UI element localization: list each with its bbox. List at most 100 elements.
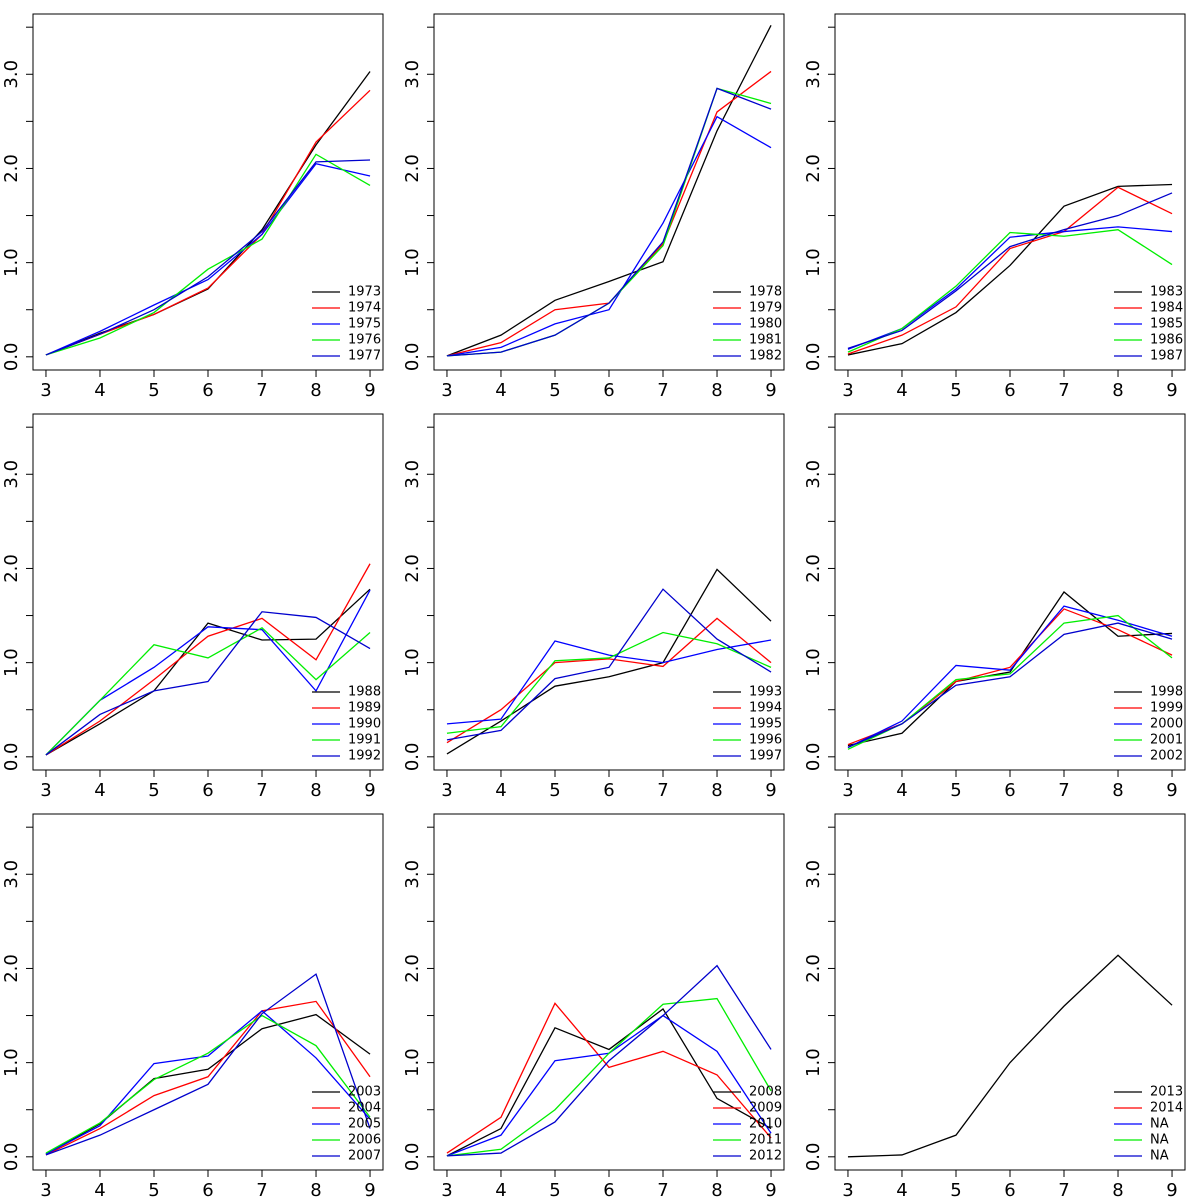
x-tick-label: 5 [148, 780, 159, 801]
y-tick-label: 0.0 [402, 342, 423, 371]
data-line [446, 588, 772, 741]
x-tick-label: 6 [202, 380, 213, 401]
x-tick-label: 3 [40, 1180, 51, 1200]
data-line [446, 639, 772, 725]
legend-label: 1979 [749, 301, 782, 316]
data-line [446, 25, 772, 357]
data-line [45, 1013, 371, 1155]
legend-label: 2003 [348, 1085, 381, 1100]
y-tick-label: 3.0 [1, 60, 22, 89]
x-tick-label: 9 [765, 1180, 776, 1200]
legend-label: 1988 [348, 685, 381, 700]
data-line [446, 617, 772, 744]
y-tick-label: 0.0 [1, 1142, 22, 1171]
x-tick-label: 9 [364, 380, 375, 401]
x-tick-label: 6 [1004, 780, 1015, 801]
legend-label: 1997 [749, 749, 782, 764]
data-line [45, 1009, 371, 1155]
legend-label: 1981 [749, 333, 782, 348]
y-tick-label: 3.0 [1, 860, 22, 889]
legend-label: 2001 [1150, 733, 1183, 748]
legend-label: 1994 [749, 701, 782, 716]
x-tick-label: 4 [94, 1180, 105, 1200]
y-tick-label: 0.0 [803, 1142, 824, 1171]
x-tick-label: 3 [441, 1180, 452, 1200]
legend-label: 1992 [348, 749, 381, 764]
x-tick-label: 9 [765, 380, 776, 401]
plot-box [433, 13, 785, 371]
y-tick-label: 1.0 [402, 1048, 423, 1077]
y-tick-label: 1.0 [803, 1048, 824, 1077]
x-tick-label: 4 [495, 780, 506, 801]
legend-label: 1999 [1150, 701, 1183, 716]
x-tick-label: 8 [1112, 380, 1123, 401]
legend-label: 1975 [348, 317, 381, 332]
x-tick-label: 5 [549, 780, 560, 801]
data-line [45, 159, 371, 356]
x-tick-label: 6 [1004, 380, 1015, 401]
legend-label: 2010 [749, 1117, 782, 1132]
y-tick-label: 2.0 [402, 554, 423, 583]
plot-box [433, 413, 785, 771]
x-tick-label: 9 [1166, 1180, 1177, 1200]
legend-label: 1978 [749, 285, 782, 300]
x-tick-label: 5 [950, 780, 961, 801]
y-tick-label: 3.0 [402, 60, 423, 89]
y-tick-label: 0.0 [402, 1142, 423, 1171]
plot-box [32, 413, 384, 771]
x-tick-label: 7 [256, 1180, 267, 1200]
legend-label: 1987 [1150, 349, 1183, 364]
x-tick-label: 3 [40, 380, 51, 401]
data-line [847, 591, 1173, 747]
x-tick-label: 9 [364, 1180, 375, 1200]
data-line [45, 611, 371, 756]
x-tick-label: 5 [549, 380, 560, 401]
x-tick-label: 8 [711, 1180, 722, 1200]
data-line [45, 163, 371, 356]
legend-label: NA [1150, 1133, 1169, 1148]
data-line [446, 568, 772, 755]
x-tick-label: 4 [495, 1180, 506, 1200]
x-tick-label: 8 [310, 780, 321, 801]
x-tick-label: 6 [603, 780, 614, 801]
y-tick-label: 3.0 [402, 860, 423, 889]
x-tick-label: 3 [842, 1180, 853, 1200]
legend-label: 1973 [348, 285, 381, 300]
data-line [446, 997, 772, 1157]
data-line [45, 1014, 371, 1154]
x-tick-label: 3 [441, 780, 452, 801]
x-tick-label: 7 [1058, 1180, 1069, 1200]
y-tick-label: 2.0 [402, 154, 423, 183]
legend-label: 1998 [1150, 685, 1183, 700]
x-tick-label: 9 [1166, 380, 1177, 401]
y-tick-label: 0.0 [402, 742, 423, 771]
y-tick-label: 1.0 [1, 648, 22, 677]
legend-label: 2008 [749, 1085, 782, 1100]
y-tick-label: 1.0 [402, 648, 423, 677]
x-tick-label: 5 [148, 1180, 159, 1200]
legend-label: 1977 [348, 349, 381, 364]
y-tick-label: 2.0 [803, 954, 824, 983]
data-line [45, 589, 371, 756]
x-tick-label: 5 [148, 380, 159, 401]
x-tick-label: 3 [842, 380, 853, 401]
y-tick-label: 3.0 [803, 460, 824, 489]
y-tick-label: 1.0 [803, 648, 824, 677]
data-line [45, 973, 371, 1156]
plot-box [32, 13, 384, 371]
x-tick-label: 9 [765, 780, 776, 801]
legend-label: 2011 [749, 1133, 782, 1148]
y-tick-label: 2.0 [1, 154, 22, 183]
data-line [45, 626, 371, 756]
data-line [446, 87, 772, 357]
legend-label: 2002 [1150, 749, 1183, 764]
y-tick-label: 2.0 [803, 554, 824, 583]
y-tick-label: 3.0 [1, 460, 22, 489]
y-tick-label: 1.0 [803, 248, 824, 277]
